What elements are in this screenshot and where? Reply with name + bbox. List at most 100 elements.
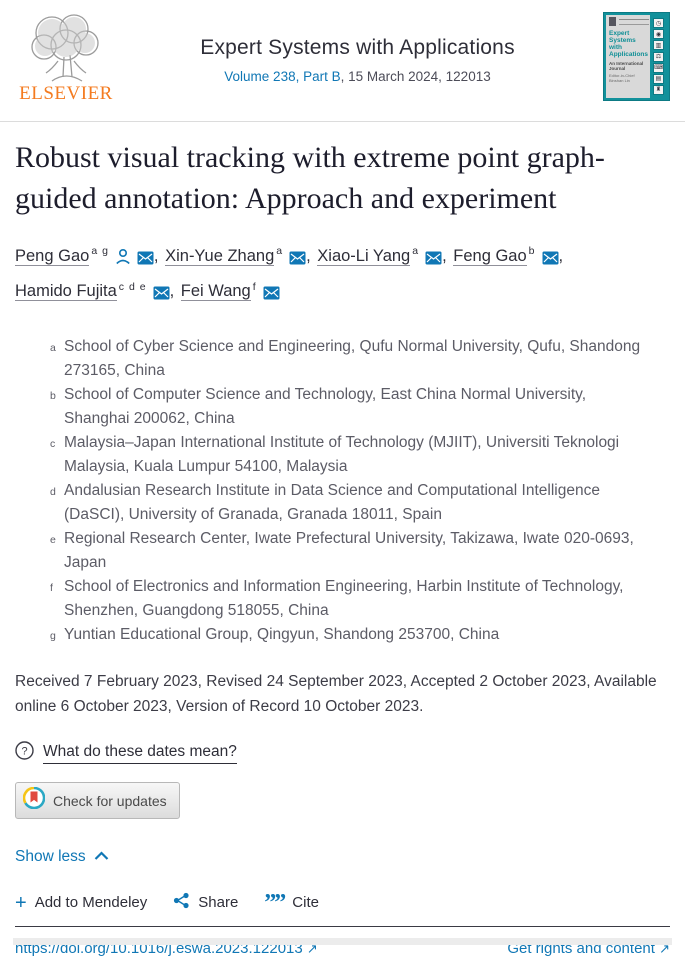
author-feng-gao: Feng Gao b	[453, 245, 558, 266]
cover-journal-subtitle: An International Journal	[609, 61, 644, 71]
share-label: Share	[198, 894, 239, 911]
author-link[interactable]: Xiao-Li Yang	[317, 246, 411, 266]
author-link[interactable]: Hamido Fujita	[15, 282, 117, 301]
journal-header: ELSEVIER Expert Systems with Application…	[0, 0, 685, 122]
author-separator: ,	[169, 282, 179, 300]
affiliation-item: b School of Computer Science and Technolo…	[50, 383, 670, 431]
author-email-icon[interactable]	[263, 282, 280, 309]
affiliation-label: b	[50, 390, 56, 402]
affiliation-item: d Andalusian Research Institute in Data S…	[50, 479, 670, 527]
cover-computer-icon: ⌨	[653, 62, 664, 73]
cover-chart-icon: ▥	[653, 40, 664, 51]
cover-header-lines	[619, 19, 649, 25]
author-link[interactable]: Peng Gao	[15, 246, 90, 266]
cite-button[interactable]: ”” Cite	[264, 889, 319, 916]
author-list: Peng Gao a g, Xin-Yue Zhang a, Xiao-Li Yan…	[15, 238, 655, 309]
article-title: Robust visual tracking with extreme poin…	[15, 141, 605, 215]
dates-help-link[interactable]: What do these dates mean?	[43, 743, 237, 764]
author-xiao-li-yang: Xiao-Li Yang a	[317, 245, 442, 266]
author-email-icon[interactable]	[425, 247, 442, 274]
affiliation-item: f School of Electronics and Information E…	[50, 575, 670, 623]
journal-title-link[interactable]: Expert Systems with Applications	[200, 36, 515, 59]
author-fei-wang: Fei Wang f	[180, 280, 280, 301]
show-less-label: Show less	[15, 848, 86, 865]
cover-journal-title: Expert Systems with Applications	[609, 30, 649, 58]
affiliation-text: School of Computer Science and Technolog…	[64, 386, 587, 427]
elsevier-wordmark: ELSEVIER	[19, 83, 113, 104]
article-header-section: Robust visual tracking with extreme poin…	[0, 137, 685, 957]
article-dates: Received 7 February 2023, Revised 24 Sep…	[15, 673, 657, 715]
journal-header-center: Expert Systems with Applications Volume …	[130, 36, 585, 84]
issue-date-text: , 15 March 2024, 122013	[340, 69, 491, 84]
cover-factory-icon: ♜	[653, 84, 664, 95]
cover-robot-icon: ▤	[653, 73, 664, 84]
journal-cover-art: Expert Systems with Applications An Inte…	[606, 15, 667, 98]
affiliation-text: School of Electronics and Information En…	[64, 578, 624, 619]
author-affil-sup: a	[412, 245, 420, 257]
author-affil-sup: c d e	[118, 280, 147, 293]
affiliation-item: g Yuntian Educational Group, Qingyun, Sha…	[50, 623, 670, 648]
affiliation-text: School of Cyber Science and Engineering,…	[64, 338, 641, 379]
author-separator: ,	[442, 246, 452, 265]
author-email-icon[interactable]	[542, 247, 559, 274]
affiliation-item: e Regional Research Center, Iwate Prefect…	[50, 527, 670, 575]
affiliation-label: g	[50, 630, 56, 642]
plus-icon: +	[15, 891, 27, 914]
add-to-mendeley-label: Add to Mendeley	[34, 894, 148, 911]
affiliation-item: c Malaysia–Japan International Institute …	[50, 431, 670, 479]
affiliation-text: Regional Research Center, Iwate Prefectu…	[64, 530, 634, 571]
crossmark-icon	[22, 786, 46, 814]
author-peng-gao: Peng Gao a g	[15, 245, 154, 266]
cover-gear-icon: ◉	[653, 29, 664, 40]
affiliation-label: a	[50, 342, 56, 354]
author-link[interactable]: Xin-Yue Zhang	[165, 246, 275, 266]
author-affil-sup: b	[528, 245, 536, 257]
cite-quote-icon: ””	[264, 889, 286, 916]
check-for-updates-label: Check for updates	[53, 792, 167, 809]
volume-issue-link[interactable]: Volume 238, Part B	[224, 69, 341, 84]
affiliation-list: a School of Cyber Science and Engineering…	[15, 335, 670, 648]
cover-icon-strip: ◷ ◉ ▥ ⚖ ⌨ ▤ ♜	[650, 15, 667, 98]
section-divider	[15, 926, 670, 927]
affiliation-item: a School of Cyber Science and Engineering…	[50, 335, 670, 383]
cover-clock-icon: ◷	[653, 18, 664, 29]
affiliation-label: e	[50, 534, 56, 546]
question-circle-icon: ?	[15, 741, 34, 765]
share-button[interactable]: Share	[173, 892, 238, 913]
dates-help-row: ? What do these dates mean?	[15, 741, 670, 765]
svg-text:?: ?	[21, 746, 27, 758]
cite-label: Cite	[292, 894, 319, 911]
author-email-icon[interactable]	[289, 247, 306, 274]
elsevier-tree-icon	[15, 11, 117, 85]
next-section-divider	[13, 938, 672, 945]
share-icon	[173, 892, 190, 913]
add-to-mendeley-button[interactable]: + Add to Mendeley	[15, 891, 148, 914]
affiliation-text: Andalusian Research Institute in Data Sc…	[64, 482, 600, 523]
elsevier-logo[interactable]: ELSEVIER	[15, 11, 117, 108]
author-link[interactable]: Feng Gao	[453, 246, 527, 266]
author-affil-sup: a g	[91, 245, 109, 257]
check-for-updates-button[interactable]: Check for updates	[15, 782, 180, 819]
author-affil-sup: a	[276, 245, 284, 257]
author-separator: ,	[153, 246, 164, 265]
author-xin-yue-zhang: Xin-Yue Zhang a	[165, 245, 306, 266]
affiliation-text: Yuntian Educational Group, Qingyun, Shan…	[64, 626, 500, 643]
author-email-icon[interactable]	[153, 282, 170, 309]
author-email-icon[interactable]	[137, 247, 154, 274]
author-link[interactable]: Fei Wang	[180, 282, 251, 301]
author-hamido-fujita: Hamido Fujita c d e	[15, 280, 170, 301]
cover-scale-icon: ⚖	[653, 51, 664, 62]
journal-issue-line: Volume 238, Part B, 15 March 2024, 12201…	[130, 69, 585, 84]
cover-left-panel: Expert Systems with Applications An Inte…	[606, 15, 649, 98]
cover-editor-line: Editor-in-Chief Binshan Lin	[609, 73, 635, 83]
show-less-toggle[interactable]: Show less	[15, 848, 125, 866]
author-profile-icon[interactable]	[115, 247, 131, 274]
author-affil-sup: f	[252, 280, 257, 293]
author-separator: ,	[558, 246, 564, 265]
journal-cover-thumbnail[interactable]: Expert Systems with Applications An Inte…	[603, 12, 670, 101]
cover-elsevier-mini-logo	[609, 17, 616, 26]
affiliation-text: Malaysia–Japan International Institute o…	[64, 434, 620, 475]
author-separator: ,	[306, 246, 316, 265]
affiliation-label: d	[50, 486, 56, 498]
